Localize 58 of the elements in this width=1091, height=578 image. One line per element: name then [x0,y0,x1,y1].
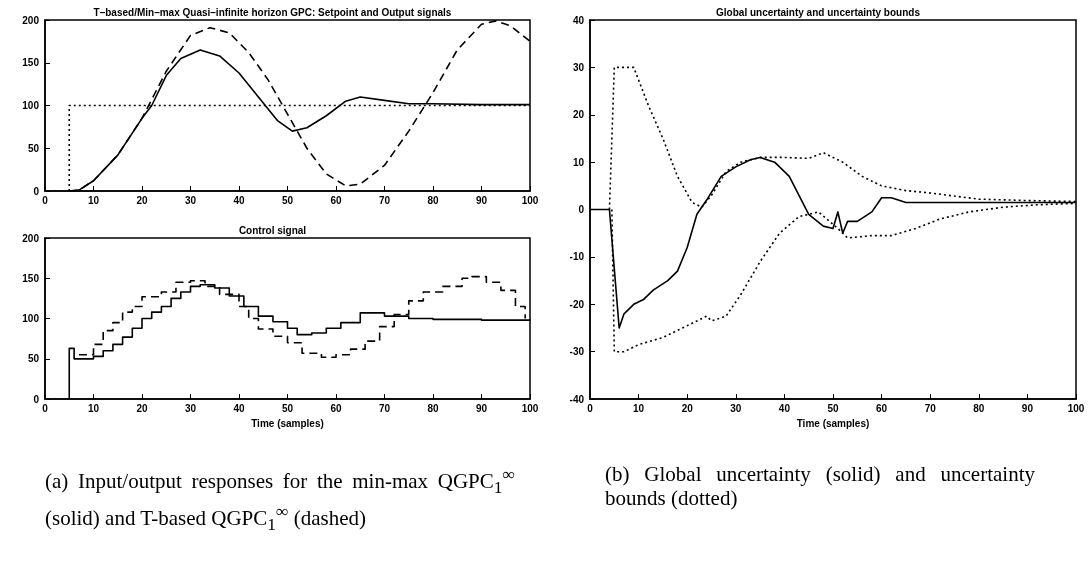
x-tick-label: 30 [184,194,197,206]
y-tick-label: 10 [572,156,585,168]
x-tick-label: 100 [521,194,539,206]
x-tick-label: 0 [42,194,49,206]
y-tick-label: 150 [22,57,40,69]
x-tick-label: 90 [475,194,488,206]
chart-title: Global uncertainty and uncertainty bounds [716,6,921,18]
x-tick-label: 40 [778,402,791,414]
y-tick-label: 0 [33,185,40,197]
x-tick-label: 80 [973,402,985,414]
x-tick-label: 90 [475,402,488,414]
y-tick-label: 0 [578,204,585,216]
y-tick-label: 150 [22,272,40,284]
x-tick-label: 60 [330,402,342,414]
chart-title: T–based/Min–max Quasi–infinite horizon GPC: Setpoint and Output signals [93,6,452,18]
y-tick-label: 0 [33,393,40,405]
x-tick-label: 20 [136,194,148,206]
x-tick-label: 100 [1067,402,1085,414]
x-tick-label: 30 [730,402,742,414]
x-tick-label: 10 [87,402,100,414]
y-tick-label: 20 [572,109,585,121]
chart-title: Control signal [238,224,307,236]
y-tick-label: 50 [27,353,40,365]
x-tick-label: 10 [633,402,645,414]
x-tick-label: 20 [681,402,694,414]
text: (b) Global uncertainty (solid) and uncertainty bounds (dotted) [605,462,1035,510]
x-tick-label: 60 [876,402,888,414]
x-tick-label: 60 [330,194,342,206]
x-tick-label: 10 [87,194,100,206]
x-tick-label: 100 [521,402,539,414]
y-tick-label: 200 [22,14,40,26]
x-tick-label: 40 [233,194,245,206]
y-tick-label: 100 [22,100,40,111]
x-tick-label: 80 [427,402,439,414]
x-axis-title: Time (samples) [796,417,870,429]
x-tick-label: 90 [1021,402,1034,414]
x-tick-label: 70 [378,194,391,206]
y-tick-label: 30 [572,61,585,73]
x-tick-label: 70 [378,402,391,414]
y-tick-label: -30 [569,346,585,358]
y-tick-label: 40 [572,14,585,26]
y-tick-label: -10 [569,251,585,263]
y-tick-label: 200 [22,232,40,244]
x-tick-label: 0 [42,402,49,414]
x-tick-label: 70 [924,402,937,414]
x-axis-title: Time (samples) [251,417,324,429]
x-tick-label: 50 [827,402,839,414]
x-tick-label: 50 [281,402,294,414]
x-tick-label: 20 [136,402,148,414]
x-tick-label: 50 [281,194,294,206]
y-tick-label: -40 [569,393,585,405]
x-tick-label: 0 [587,402,594,414]
y-tick-label: 50 [27,142,40,154]
x-tick-label: 40 [233,402,245,414]
y-tick-label: 100 [22,313,40,325]
x-tick-label: 80 [427,194,439,206]
y-tick-label: -20 [569,298,585,310]
x-tick-label: 30 [184,402,197,414]
